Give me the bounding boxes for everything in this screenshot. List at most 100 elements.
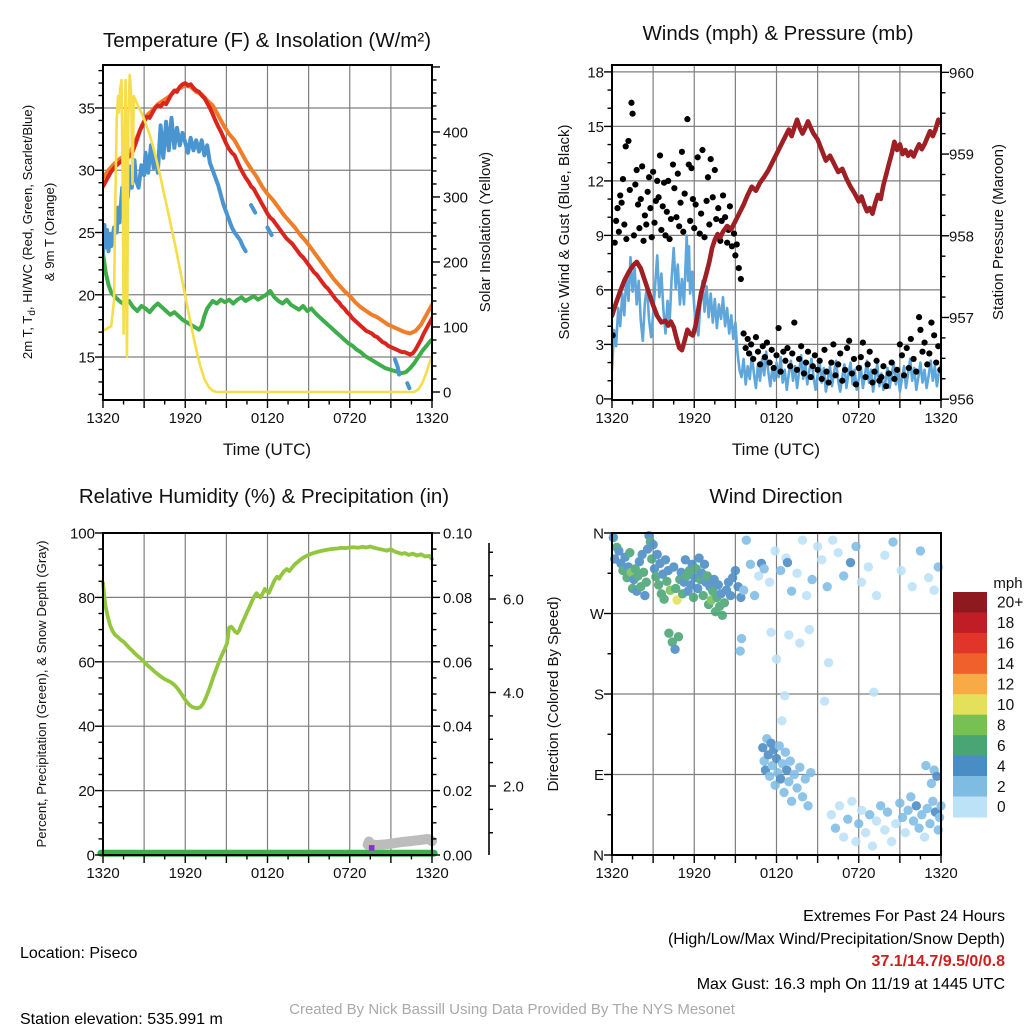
panel-humidity-precip-ticks: 1320 1920 0120 0720 1320	[86, 855, 449, 882]
y-tick-right: 957	[949, 310, 974, 327]
panel-winds-pressure: 1320 1920 0120 0720 1320 0 3 6 9 12 15 18 956 957 958 9…	[587, 64, 974, 427]
x-tick-label: 0720	[842, 410, 875, 427]
panel-humidity-precip-grid	[103, 533, 432, 855]
colorbar-cell-14	[953, 653, 987, 675]
series-station-pressure-maroon-	[612, 117, 941, 353]
y-tick-left: 60	[78, 654, 95, 671]
colorbar-label: 18	[997, 615, 1014, 632]
x-tick-label: 1320	[415, 410, 448, 427]
panel-temperature-insolation-ticks: 1320 1920 0120 0720 1320	[86, 400, 449, 427]
y-tick-left: 0	[596, 391, 604, 408]
x-tick-label: 0720	[333, 410, 366, 427]
x-tick-label: 1320	[595, 865, 628, 882]
station-elevation: Station elevation: 535.991 m	[20, 1011, 223, 1024]
panel-temperature-ylabel-right: Solar Insolation (Yellow)	[477, 152, 494, 312]
panel-humidity-precip-series	[97, 544, 438, 857]
panel-winddir-yaxis: N W S E N	[590, 526, 612, 865]
panel-humidity-ylabel-left: Percent, Precipitation (Green), & Snow D…	[34, 540, 49, 847]
y-tick-right: 100	[443, 319, 468, 336]
colorbar-cell-12	[953, 673, 987, 695]
snow-depth-axis: 2.0 4.0 6.0	[488, 543, 524, 855]
colorbar-label: 14	[997, 656, 1015, 673]
y-tick-right: 300	[443, 189, 468, 206]
max-gust: Max Gust: 16.3 mph On 11/19 at 1445 UTC	[696, 975, 1005, 993]
colorbar-cell-4	[953, 755, 987, 777]
panel-temperature-insolation-series	[103, 73, 432, 394]
panel-winddir-title: Wind Direction	[709, 485, 842, 508]
y-tick-left: 30	[78, 163, 95, 180]
x-tick-label: 1320	[86, 865, 119, 882]
series-hi-wc-scarlet-blue-	[103, 115, 412, 391]
y-tick-left: 0	[87, 848, 95, 865]
speed-colorbar: 20+ 18 16 14 12 10 8 6 4 2 0	[953, 592, 1023, 818]
y-tick-left: 3	[596, 337, 604, 354]
station-location: Location: Piseco	[20, 945, 138, 962]
y-tick-left: 20	[78, 783, 95, 800]
x-tick-label: 0120	[760, 410, 793, 427]
y-tick-left: 12	[587, 173, 604, 190]
y-tick-left: 18	[587, 64, 604, 81]
x-tick-label: 1920	[169, 865, 202, 882]
colorbar-cell-2	[953, 776, 987, 798]
y-tick-left: W	[590, 606, 605, 623]
charts-render-root: 1320 1920 0120 0720 132015202530350100200300…	[70, 64, 1023, 882]
y-tick-right: 0.08	[443, 590, 472, 607]
y-tick-left: 25	[78, 225, 95, 242]
y-tick-right: 0.06	[443, 654, 472, 671]
x-tick-label: 1320	[924, 410, 957, 427]
colorbar-cell-16	[953, 632, 987, 654]
colorbar-title: mph	[993, 575, 1022, 592]
y-tick-left: 100	[70, 526, 95, 543]
x-tick-label: 0120	[251, 865, 284, 882]
colorbar-label: 10	[997, 697, 1015, 714]
y-tick-left: E	[594, 767, 604, 784]
x-tick-label: 1920	[678, 865, 711, 882]
y-tick-left: 80	[78, 590, 95, 607]
snow-tick: 2.0	[503, 779, 524, 796]
y-tick-right: 400	[443, 124, 468, 141]
snow-tick: 6.0	[503, 592, 524, 609]
panel-temperature-xlabel: Time (UTC)	[223, 440, 311, 459]
y-tick-left: 15	[78, 350, 95, 367]
y-tick-left: 20	[78, 287, 95, 304]
panel-wind-direction-series	[608, 530, 946, 851]
panel-winds-yaxes: 0 3 6 9 12 15 18 956 957 958 959 960	[587, 64, 974, 408]
colorbar-label: 8	[997, 717, 1006, 734]
y-tick-left: N	[593, 848, 604, 865]
panel-wind-direction: 1320 1920 0120 0720 1320NWSEN20+181614121086…	[590, 526, 1023, 883]
x-tick-label: 0720	[333, 865, 366, 882]
extremes-values: 37.1/14.7/9.5/0/0.8	[871, 953, 1005, 970]
colorbar-label: 2	[997, 779, 1006, 796]
x-tick-label: 0120	[251, 410, 284, 427]
colorbar-cell-0	[953, 796, 987, 818]
y-tick-left: S	[594, 687, 604, 704]
x-tick-label: 1320	[924, 865, 957, 882]
y-tick-left: N	[593, 526, 604, 543]
extremes-block: Extremes For Past 24 Hours (High/Low/Max…	[668, 906, 1005, 996]
series-wind-gust-black-dots-	[612, 99, 941, 390]
series-solar-insolation-yellow-	[103, 73, 432, 394]
series-relative-humidity-green-line-	[101, 544, 434, 711]
panel-wind-direction-ticks: 1320 1920 0120 0720 1320	[595, 855, 958, 882]
colorbar-label: 6	[997, 738, 1006, 755]
y-tick-right: 200	[443, 254, 468, 271]
panel-humidity-precip: 1320 1920 0120 0720 13200204060801000.000.02…	[70, 526, 524, 883]
y-tick-left: 40	[78, 719, 95, 736]
y-tick-right: 0.02	[443, 783, 472, 800]
panel-temperature-ylabel-left-line2: & 9m T (Orange)	[42, 183, 57, 281]
panel-temperature-insolation: 1320 1920 0120 0720 1320 15 20 25 30 35 0 100 200 300…	[78, 64, 468, 427]
x-tick-label: 1320	[415, 865, 448, 882]
series-snow-depth-gray-	[362, 833, 437, 850]
colorbar-label: 16	[997, 636, 1014, 653]
snow-tick: 4.0	[503, 685, 524, 702]
panel-temperature-yaxes: 15 20 25 30 35 0 100 200 300 400	[78, 66, 468, 402]
colorbar-cell-10	[953, 694, 987, 716]
panel-temperature-ylabel-left: 2m T, Td, HI/WC (Red, Green, Scarlet/Blu…	[20, 105, 38, 359]
y-tick-right: 0.10	[443, 526, 472, 543]
panel-wind-direction-grid	[612, 533, 941, 855]
colorbar-cell-18	[953, 612, 987, 634]
x-tick-label: 0120	[760, 865, 793, 882]
panel-winddir-ylabel-left: Direction (Colored By Speed)	[545, 596, 562, 791]
y-tick-right: 956	[949, 392, 974, 409]
